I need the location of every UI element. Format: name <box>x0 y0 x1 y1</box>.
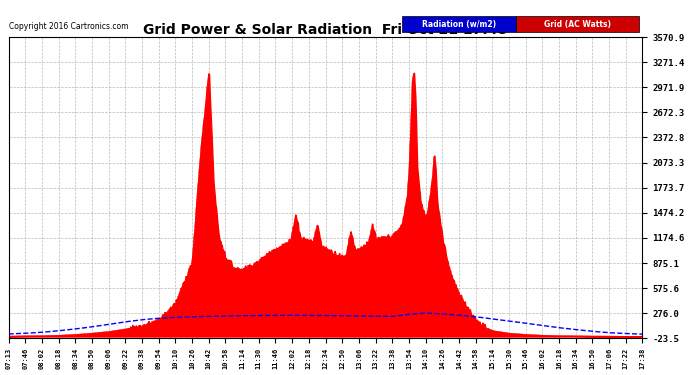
Title: Grid Power & Solar Radiation  Fri Oct 21 17:48: Grid Power & Solar Radiation Fri Oct 21 … <box>144 23 508 37</box>
Text: Grid (AC Watts): Grid (AC Watts) <box>544 20 611 29</box>
FancyBboxPatch shape <box>402 16 515 33</box>
Text: Copyright 2016 Cartronics.com: Copyright 2016 Cartronics.com <box>8 22 128 31</box>
Text: Radiation (w/m2): Radiation (w/m2) <box>422 20 495 29</box>
FancyBboxPatch shape <box>515 16 640 33</box>
